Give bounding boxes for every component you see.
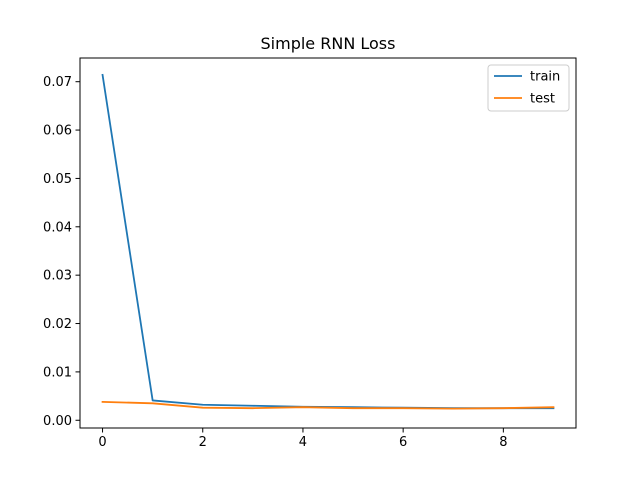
chart-title: Simple RNN Loss <box>261 34 396 53</box>
series-line-train <box>101 73 555 410</box>
y-tick-label: 0.06 <box>43 124 72 139</box>
x-tick-label: 8 <box>499 435 507 450</box>
x-tick-label: 6 <box>399 435 407 450</box>
y-tick-label: 0.07 <box>43 75 72 90</box>
y-tick-label: 0.00 <box>43 414 72 429</box>
x-tick-label: 2 <box>199 435 207 450</box>
legend: train test <box>487 64 570 112</box>
legend-label-train: train <box>530 70 560 85</box>
legend-label-test: test <box>530 92 555 107</box>
axes-frame <box>79 57 577 429</box>
plot-area <box>101 73 555 410</box>
y-tick-label: 0.02 <box>43 317 72 332</box>
y-tick-label: 0.04 <box>43 220 72 235</box>
x-tick-label: 4 <box>299 435 307 450</box>
x-tick-label: 0 <box>98 435 106 450</box>
y-tick-label: 0.01 <box>43 365 72 380</box>
series-line-test <box>101 400 555 410</box>
y-tick-label: 0.05 <box>43 172 72 187</box>
y-tick-label: 0.03 <box>43 269 72 284</box>
axes: 0 2 4 6 8 0.00 0.01 0.02 0.03 0.04 0.05 0.06 0.07 <box>43 57 577 450</box>
